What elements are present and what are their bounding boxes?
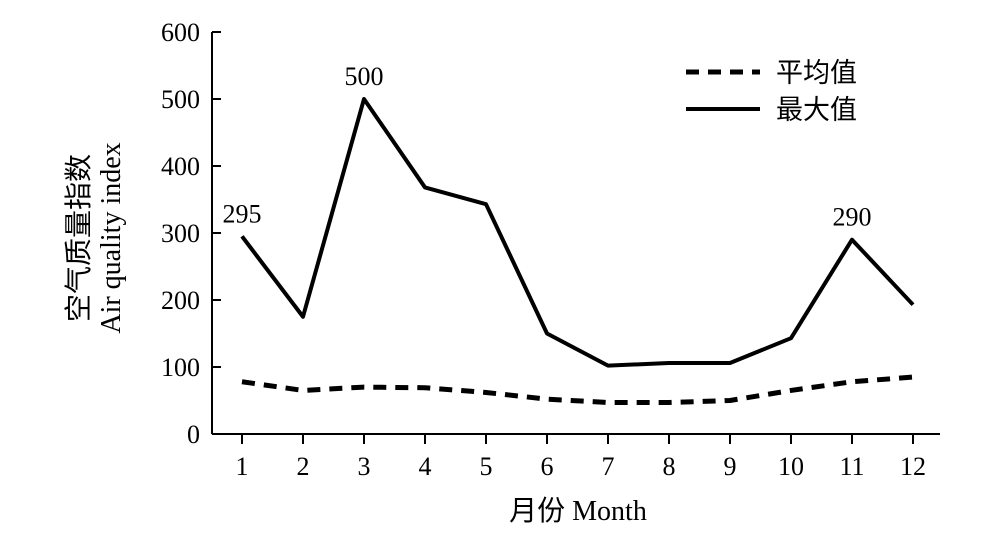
y-axis-title: 空气质量指数 Air quality index [63, 142, 127, 333]
y-tick-label: 0 [187, 420, 200, 449]
y-tick-label: 200 [161, 286, 200, 315]
y-axis-title-cn: 空气质量指数 [63, 154, 95, 322]
legend-label-maximum: 最大值 [776, 95, 857, 125]
y-axis-title-en: Air quality index [96, 142, 127, 333]
data-label: 290 [833, 203, 872, 232]
y-tick-label: 600 [161, 18, 200, 47]
annotations: 295 500 290 [223, 62, 872, 232]
x-tick-label: 7 [602, 452, 615, 481]
y-tick-label: 100 [161, 353, 200, 382]
x-ticks: 1 2 3 4 5 6 7 8 9 10 11 12 [236, 434, 926, 481]
series-line-average [241, 374, 914, 406]
x-tick-label: 2 [297, 452, 310, 481]
y-tick-label: 500 [161, 85, 200, 114]
x-tick-label: 3 [358, 452, 371, 481]
x-tick-label: 1 [236, 452, 249, 481]
x-tick-label: 11 [839, 452, 864, 481]
data-label: 295 [223, 199, 262, 228]
series-group [240, 97, 915, 406]
x-tick-label: 4 [419, 452, 432, 481]
data-label: 500 [345, 62, 384, 91]
axes [211, 32, 940, 435]
series-line-maximum [240, 97, 915, 368]
x-tick-label: 9 [724, 452, 737, 481]
x-tick-label: 6 [541, 452, 554, 481]
legend-label-average: 平均值 [776, 58, 857, 88]
x-tick-label: 12 [900, 452, 926, 481]
x-tick-label: 10 [778, 452, 804, 481]
y-tick-label: 300 [161, 219, 200, 248]
x-axis-title: 月份 Month [509, 495, 647, 527]
y-tick-label: 400 [161, 152, 200, 181]
y-ticks: 0 100 200 300 400 500 600 [161, 18, 221, 449]
x-tick-label: 5 [480, 452, 493, 481]
x-tick-label: 8 [663, 452, 676, 481]
